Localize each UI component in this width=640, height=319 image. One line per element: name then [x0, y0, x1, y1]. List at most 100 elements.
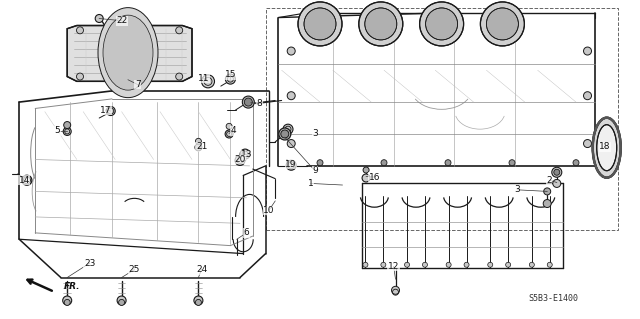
Circle shape [202, 75, 214, 88]
Text: 16: 16 [369, 173, 380, 182]
Circle shape [553, 179, 561, 188]
Circle shape [543, 199, 551, 208]
Circle shape [392, 286, 399, 294]
Circle shape [363, 167, 369, 173]
Circle shape [77, 27, 83, 34]
Text: 8: 8 [257, 99, 262, 108]
Circle shape [194, 296, 203, 305]
Ellipse shape [593, 118, 621, 178]
Text: 10: 10 [263, 206, 275, 215]
Ellipse shape [596, 125, 617, 171]
Circle shape [240, 149, 250, 159]
Circle shape [509, 160, 515, 166]
Circle shape [381, 262, 386, 267]
Circle shape [381, 160, 387, 166]
Circle shape [488, 262, 493, 267]
Circle shape [286, 160, 296, 170]
Text: 13: 13 [241, 150, 252, 159]
Text: 12: 12 [388, 262, 399, 271]
Circle shape [287, 139, 295, 148]
Circle shape [226, 123, 232, 129]
Text: 9: 9 [312, 166, 317, 175]
Circle shape [317, 160, 323, 166]
Circle shape [446, 262, 451, 267]
Text: 3: 3 [312, 129, 317, 138]
Circle shape [235, 155, 245, 166]
Text: 4: 4 [231, 126, 236, 135]
Text: S5B3-E1400: S5B3-E1400 [529, 294, 579, 303]
Circle shape [64, 122, 70, 129]
Circle shape [363, 262, 368, 267]
Circle shape [225, 74, 236, 84]
Circle shape [506, 262, 511, 267]
Circle shape [304, 8, 336, 40]
Circle shape [63, 296, 72, 305]
Ellipse shape [98, 8, 158, 98]
Circle shape [195, 138, 202, 144]
Text: 11: 11 [198, 74, 209, 83]
Circle shape [106, 107, 115, 115]
Circle shape [244, 98, 252, 106]
Text: 15: 15 [225, 70, 236, 79]
Circle shape [422, 262, 428, 267]
Text: 20: 20 [234, 155, 246, 164]
Circle shape [404, 262, 410, 267]
Text: 24: 24 [196, 265, 207, 274]
Circle shape [195, 144, 202, 151]
Text: 1: 1 [308, 179, 313, 188]
Circle shape [77, 73, 83, 80]
Circle shape [64, 300, 70, 305]
Circle shape [243, 96, 254, 108]
Circle shape [287, 47, 295, 55]
Circle shape [362, 174, 370, 182]
Text: 18: 18 [599, 142, 611, 151]
Text: 6: 6 [244, 228, 249, 237]
Circle shape [298, 2, 342, 46]
Circle shape [176, 73, 182, 80]
Text: 14: 14 [19, 176, 30, 185]
Circle shape [584, 139, 591, 148]
Circle shape [445, 160, 451, 166]
Circle shape [287, 92, 295, 100]
Text: 22: 22 [116, 16, 127, 25]
Circle shape [529, 262, 534, 267]
Circle shape [176, 27, 182, 34]
Circle shape [63, 127, 71, 136]
Circle shape [584, 92, 591, 100]
Circle shape [481, 2, 524, 46]
Polygon shape [67, 26, 192, 81]
Circle shape [544, 188, 550, 195]
Circle shape [279, 128, 291, 140]
Circle shape [552, 167, 562, 177]
Circle shape [359, 2, 403, 46]
Circle shape [584, 47, 591, 55]
Circle shape [464, 262, 469, 267]
Text: FR.: FR. [64, 282, 81, 291]
Circle shape [365, 8, 397, 40]
Circle shape [554, 169, 560, 175]
Bar [266, 8, 618, 230]
Circle shape [95, 14, 103, 23]
Text: 17: 17 [100, 106, 111, 115]
Text: 5: 5 [55, 126, 60, 135]
Circle shape [281, 130, 289, 138]
Circle shape [547, 262, 552, 267]
Circle shape [283, 124, 293, 134]
Text: 3: 3 [515, 185, 520, 194]
Text: 2: 2 [547, 176, 552, 185]
Circle shape [486, 8, 518, 40]
Text: 21: 21 [196, 142, 207, 151]
Circle shape [118, 300, 125, 305]
Circle shape [573, 160, 579, 166]
Circle shape [22, 175, 32, 185]
Circle shape [195, 300, 202, 305]
Circle shape [225, 130, 233, 138]
Circle shape [426, 8, 458, 40]
Text: 19: 19 [285, 160, 297, 169]
Text: 7: 7 [135, 80, 140, 89]
Circle shape [420, 2, 463, 46]
Circle shape [117, 296, 126, 305]
Ellipse shape [103, 15, 153, 90]
Text: 23: 23 [84, 259, 95, 268]
Text: 25: 25 [129, 265, 140, 274]
